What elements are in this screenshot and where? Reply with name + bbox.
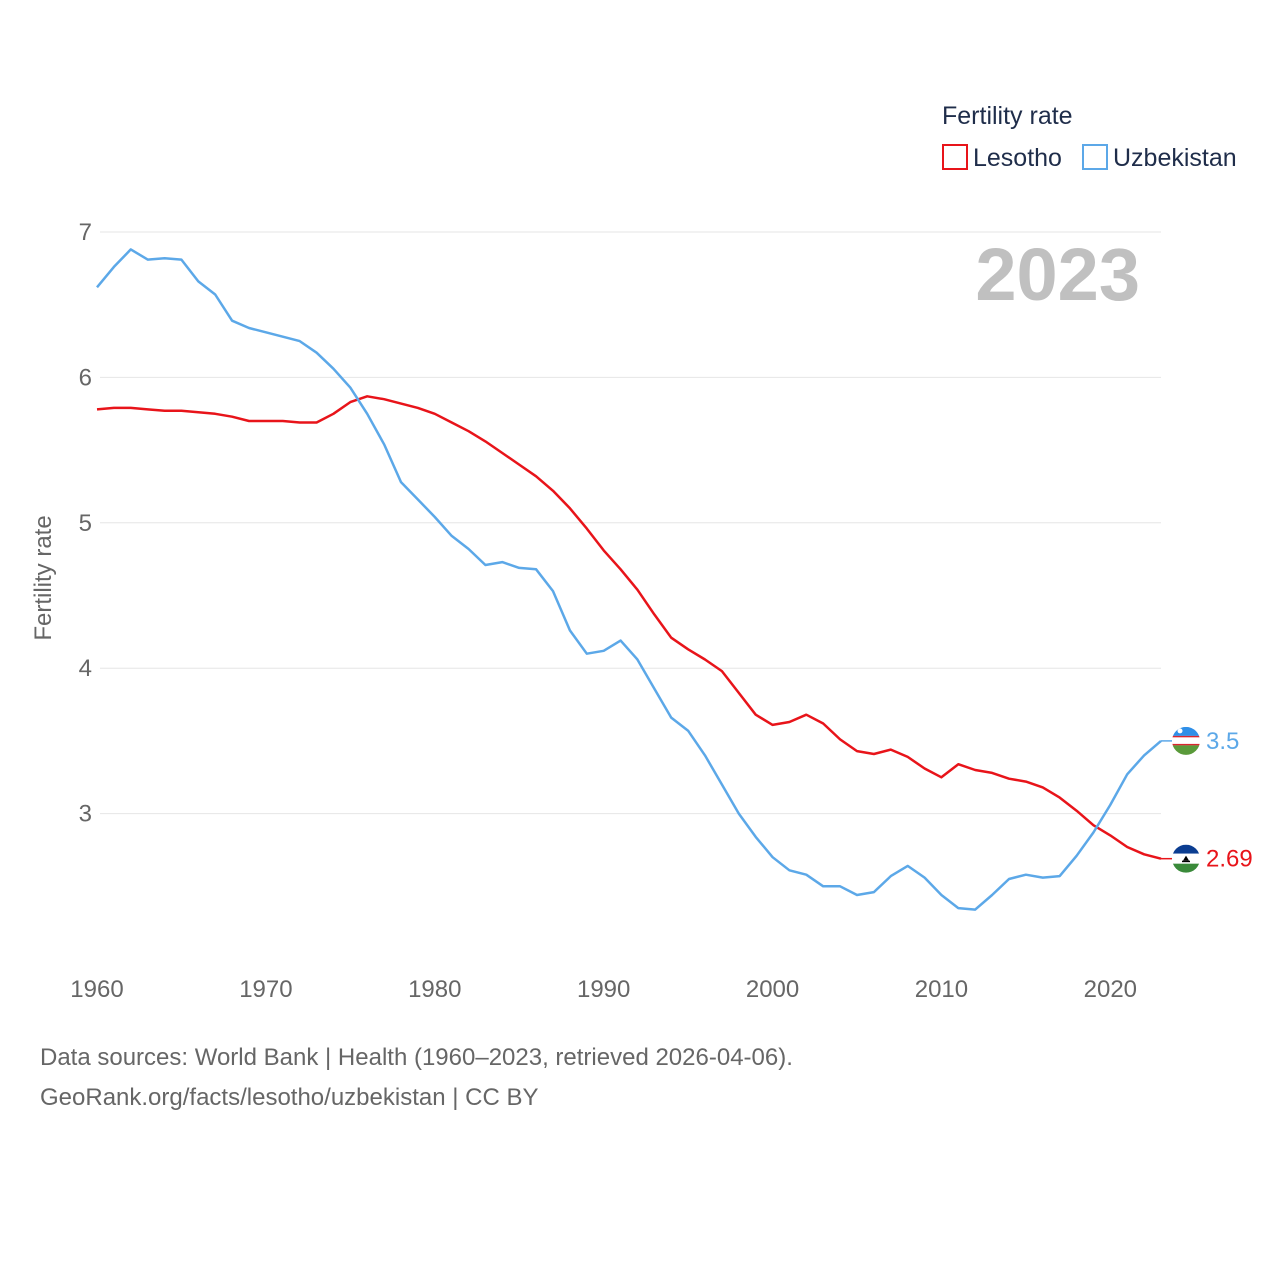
x-tick-label: 1970 [239,976,292,1003]
y-tick-label: 7 [79,219,92,246]
data-source-note: Data sources: World Bank | Health (1960–… [40,1044,793,1071]
x-tick-label: 2010 [915,976,968,1003]
x-tick-label: 2020 [1084,976,1137,1003]
y-tick-label: 4 [79,655,92,682]
uzbekistan-flag-icon [1172,726,1200,755]
end-label-uzbekistan: 3.5 [1206,728,1239,755]
legend-title: Fertility rate [942,102,1073,130]
y-tick-label: 5 [79,510,92,537]
y-axis-title: Fertility rate [30,515,57,640]
lesotho-flag-icon [1172,844,1200,873]
y-tick-label: 3 [79,801,92,828]
attribution-link[interactable]: GeoRank.org/facts/lesotho/uzbekistan | C… [40,1084,539,1111]
year-label: 2023 [975,233,1140,316]
x-tick-label: 1960 [70,976,123,1003]
legend-swatch-uzbekistan[interactable] [1082,144,1108,170]
gridlines [100,231,1161,815]
x-axis-ticks: 1960 1970 1980 1990 2000 2010 2020 [70,976,1137,1003]
x-tick-label: 1980 [408,976,461,1003]
x-tick-label: 1990 [577,976,630,1003]
legend-swatch-lesotho[interactable] [942,144,968,170]
legend-label-uzbekistan[interactable]: Uzbekistan [1113,144,1237,172]
series-line-uzbekistan[interactable] [96,248,1162,911]
y-axis-ticks: 3 4 5 6 7 [79,219,92,828]
end-label-lesotho: 2.69 [1206,846,1253,873]
series-line-lesotho[interactable] [96,395,1162,860]
series-lines [96,248,1172,911]
legend-label-lesotho[interactable]: Lesotho [973,144,1062,172]
y-tick-label: 6 [79,364,92,391]
x-tick-label: 2000 [746,976,799,1003]
